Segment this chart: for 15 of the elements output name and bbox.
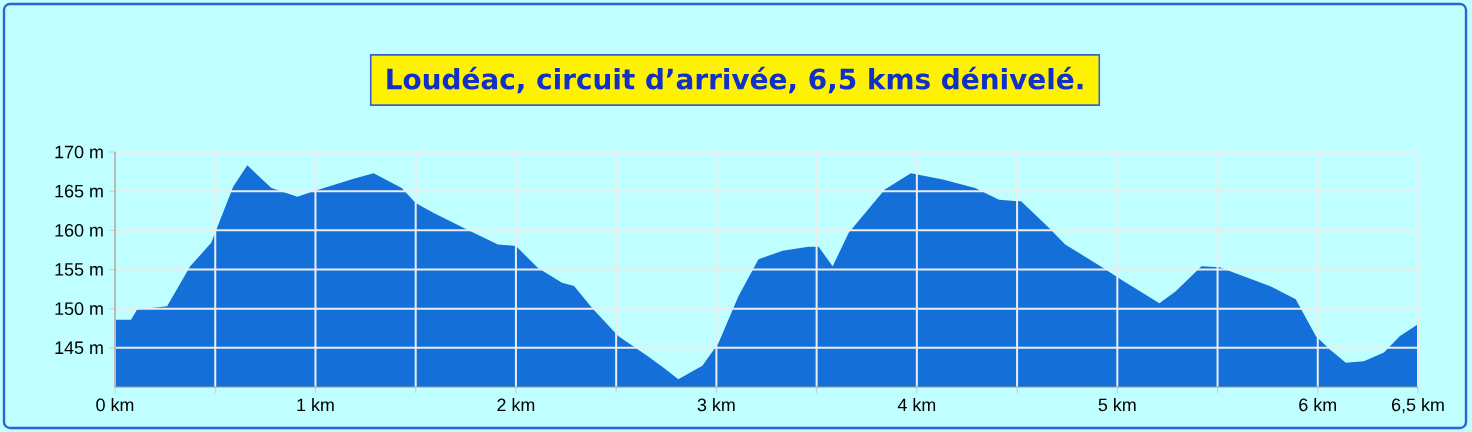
y-tick-label: 155 m [55,263,103,276]
y-tick-label: 170 m [55,145,103,159]
x-tick-label: 6,5 km [1392,398,1444,414]
x-tick-label: 5 km [1098,398,1136,412]
y-tick-label: 160 m [55,223,103,237]
y-tick-label: 150 m [55,302,103,316]
x-tick-label: 6 km [1299,398,1336,412]
y-tick-label: 145 m [55,341,103,355]
x-tick-label: 0 km [96,398,134,412]
chart-title: Loudéac, circuit d’arrivée, 6,5 kms dénivelé. [387,66,1083,94]
x-tick-label: 4 km [897,398,936,412]
x-tick-label: 2 km [497,398,535,412]
x-tick-label: 3 km [697,398,735,412]
y-tick-label: 165 m [55,184,103,198]
x-tick-label: 1 km [297,398,334,412]
